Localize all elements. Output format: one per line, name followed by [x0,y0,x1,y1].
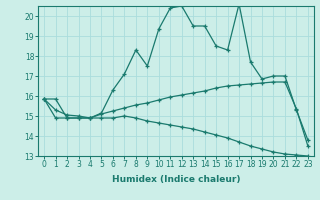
X-axis label: Humidex (Indice chaleur): Humidex (Indice chaleur) [112,175,240,184]
